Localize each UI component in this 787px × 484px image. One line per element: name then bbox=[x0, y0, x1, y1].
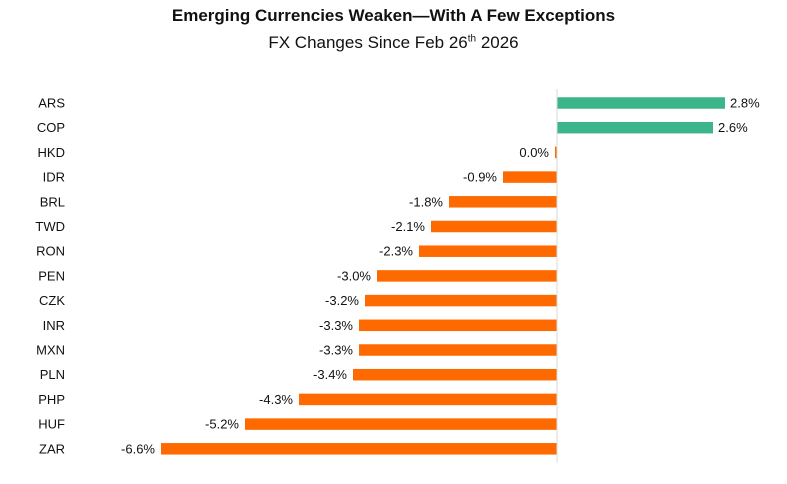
subtitle-suffix: 2026 bbox=[476, 33, 519, 52]
data-label-ron: -2.3% bbox=[379, 244, 413, 259]
data-label-inr: -3.3% bbox=[319, 318, 353, 333]
category-label-ron: RON bbox=[36, 244, 65, 259]
category-label-zar: ZAR bbox=[39, 441, 65, 456]
data-label-mxn: -3.3% bbox=[319, 343, 353, 358]
subtitle-superscript: th bbox=[467, 33, 477, 45]
data-label-pen: -3.0% bbox=[337, 268, 371, 283]
bar-twd bbox=[431, 220, 557, 233]
category-label-hkd: HKD bbox=[38, 145, 65, 160]
bar-hkd bbox=[555, 146, 557, 159]
bar-mxn bbox=[359, 344, 557, 356]
category-label-huf: HUF bbox=[38, 417, 65, 432]
category-label-php: PHP bbox=[38, 392, 65, 407]
category-label-ars: ARS bbox=[38, 96, 65, 111]
bar-ron bbox=[419, 245, 557, 257]
data-label-php: -4.3% bbox=[259, 392, 293, 407]
bar-pen bbox=[377, 270, 557, 282]
data-label-idr: -0.9% bbox=[463, 170, 497, 185]
data-label-pln: -3.4% bbox=[313, 367, 347, 382]
category-label-brl: BRL bbox=[40, 194, 65, 209]
bar-czk bbox=[365, 294, 557, 307]
data-label-ars: 2.8% bbox=[730, 96, 760, 111]
chart-title: Emerging Currencies Weaken—With A Few Ex… bbox=[171, 6, 616, 25]
category-label-czk: CZK bbox=[39, 293, 65, 308]
bar-brl bbox=[449, 196, 557, 208]
category-label-idr: IDR bbox=[43, 170, 65, 185]
bar-huf bbox=[245, 418, 557, 430]
chart-subtitle: FX Changes Since Feb 26th 2026 bbox=[0, 33, 787, 53]
data-label-twd: -2.1% bbox=[391, 219, 425, 234]
bar-zar bbox=[161, 443, 557, 455]
category-label-cop: COP bbox=[37, 120, 65, 135]
category-label-twd: TWD bbox=[35, 219, 65, 234]
category-label-mxn: MXN bbox=[36, 343, 65, 358]
bar-cop bbox=[557, 121, 713, 134]
bar-pln bbox=[353, 368, 557, 381]
subtitle-prefix: FX Changes Since Feb 26 bbox=[268, 33, 468, 52]
category-label-inr: INR bbox=[43, 318, 65, 333]
bar-inr bbox=[359, 319, 557, 332]
data-label-zar: -6.6% bbox=[121, 441, 155, 456]
category-label-pln: PLN bbox=[40, 367, 65, 382]
bar-php bbox=[299, 393, 557, 406]
data-label-hkd: 0.0% bbox=[519, 145, 549, 160]
data-label-huf: -5.2% bbox=[205, 417, 239, 432]
data-label-czk: -3.2% bbox=[325, 293, 359, 308]
category-label-pen: PEN bbox=[38, 268, 65, 283]
bar-ars bbox=[557, 97, 725, 109]
bar-idr bbox=[503, 171, 557, 183]
data-label-cop: 2.6% bbox=[718, 120, 748, 135]
data-label-brl: -1.8% bbox=[409, 194, 443, 209]
